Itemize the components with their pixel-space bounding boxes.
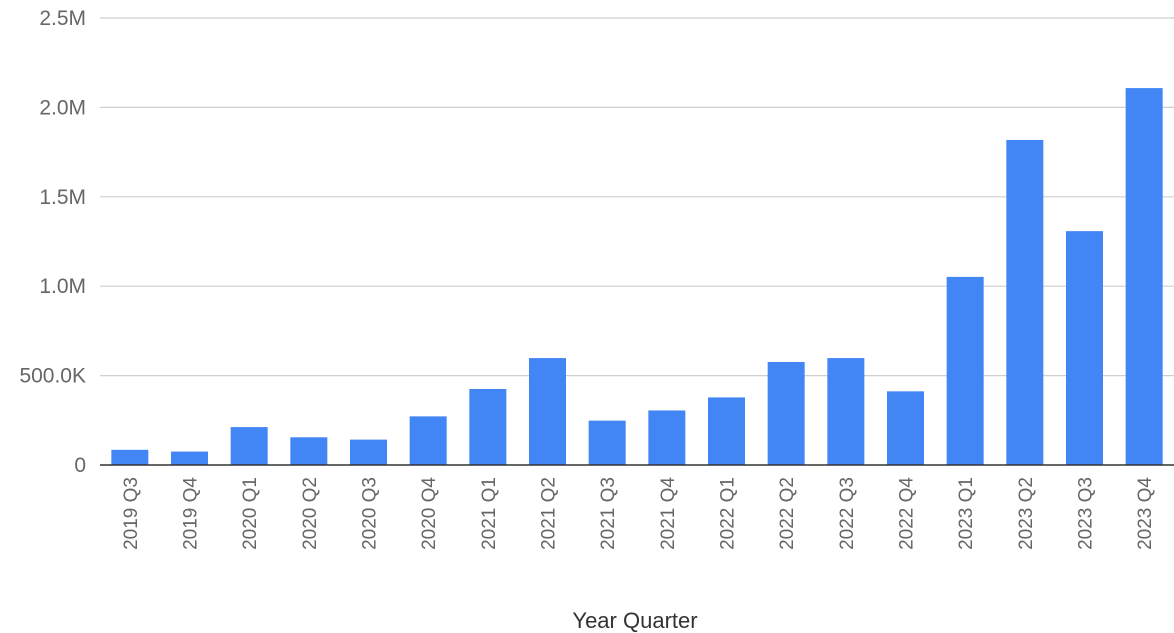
bar <box>1006 139 1044 466</box>
bar <box>827 358 865 465</box>
x-tick-label: 2021 Q3 <box>598 477 619 550</box>
x-tick-label: 2020 Q4 <box>419 477 440 550</box>
x-tick-label: 2020 Q1 <box>240 477 261 550</box>
x-tick-label: 2019 Q4 <box>181 477 202 550</box>
x-tick-label: 2021 Q1 <box>479 477 500 550</box>
y-tick-label: 0 <box>74 454 86 477</box>
y-tick-label: 500.0K <box>19 365 86 388</box>
x-tick-label: 2022 Q2 <box>777 477 798 550</box>
x-tick-label: 2021 Q4 <box>658 477 679 550</box>
bar <box>290 437 328 465</box>
bar <box>529 358 566 465</box>
x-axis-label: Year Quarter <box>572 608 697 633</box>
bar <box>708 397 745 465</box>
x-tick-label: 2022 Q1 <box>718 477 739 550</box>
bar <box>171 451 208 465</box>
x-tick-label: 2023 Q3 <box>1076 477 1097 550</box>
x-tick-label: 2022 Q3 <box>837 477 858 550</box>
bar <box>946 276 984 465</box>
y-tick-label: 1.0M <box>39 275 86 298</box>
bar <box>767 362 805 465</box>
bars <box>111 88 1163 466</box>
x-tick-label: 2019 Q3 <box>121 477 142 550</box>
y-axis-tick-labels: 0 500.0K 1.0M 1.5M 2.0M 2.5M <box>19 7 86 477</box>
x-tick-label: 2023 Q4 <box>1135 477 1156 550</box>
x-axis-tick-labels: 2019 Q3 2019 Q4 2020 Q1 2020 Q2 2020 Q3 2020 … <box>121 477 1156 550</box>
x-tick-label: 2020 Q3 <box>360 477 381 550</box>
bar <box>1125 88 1163 465</box>
bar <box>230 427 268 465</box>
x-tick-label: 2020 Q2 <box>300 477 321 550</box>
bar <box>648 410 686 465</box>
bar <box>469 389 507 465</box>
bar <box>409 416 447 465</box>
gridlines <box>100 17 1174 377</box>
y-tick-label: 1.5M <box>39 186 86 209</box>
x-tick-label: 2022 Q4 <box>897 477 918 550</box>
bar <box>350 439 387 465</box>
y-tick-label: 2.5M <box>39 7 86 30</box>
bar <box>887 391 924 465</box>
x-tick-label: 2021 Q2 <box>539 477 560 550</box>
bar <box>111 449 149 465</box>
bar <box>1066 231 1103 465</box>
bar <box>588 420 626 465</box>
x-tick-label: 2023 Q1 <box>956 477 977 550</box>
y-tick-label: 2.0M <box>39 96 86 119</box>
x-tick-label: 2023 Q2 <box>1016 477 1037 550</box>
